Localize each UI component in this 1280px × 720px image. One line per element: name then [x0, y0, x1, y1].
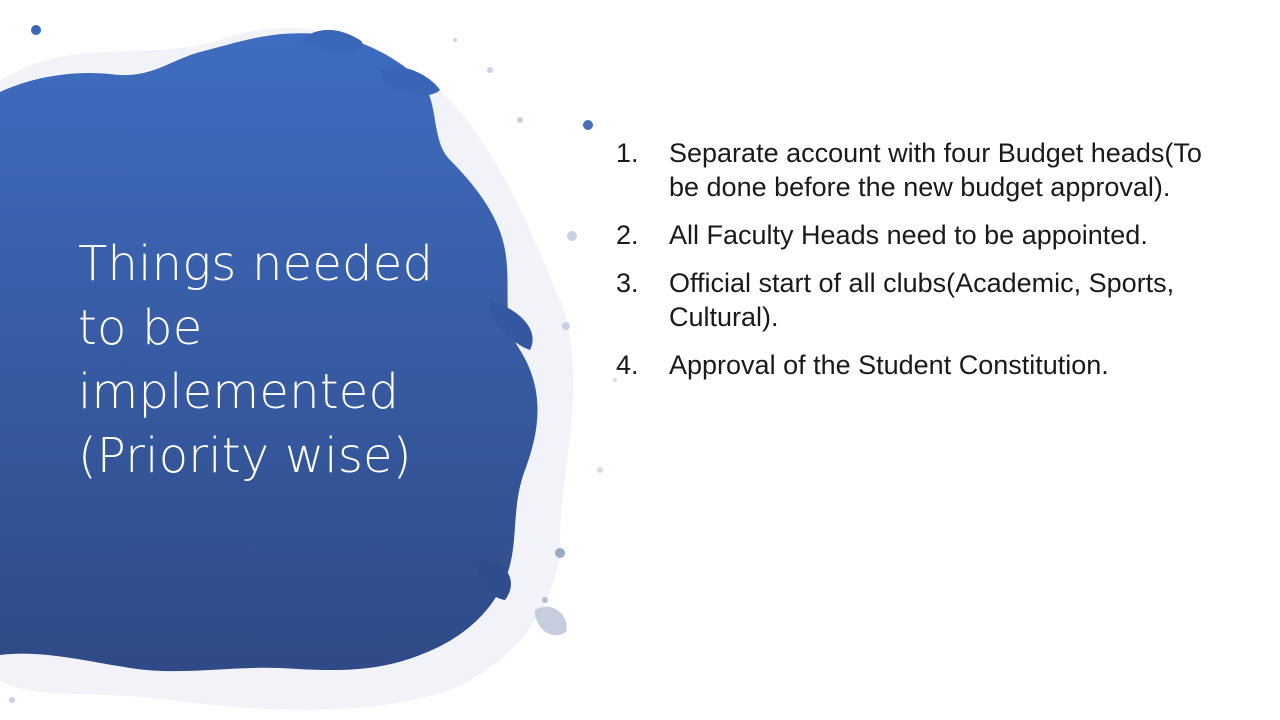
slide-title: Things needed to be implemented (Priorit…	[78, 236, 434, 484]
priority-list: 1. Separate account with four Budget hea…	[610, 136, 1230, 382]
list-item-text: Official start of all clubs(Academic, Sp…	[669, 268, 1175, 332]
list-item-number: 1.	[616, 138, 639, 168]
list-item-text: Approval of the Student Constitution.	[669, 350, 1109, 380]
list-item: 3. Official start of all clubs(Academic,…	[610, 266, 1230, 334]
list-item-text: All Faculty Heads need to be appointed.	[669, 220, 1148, 250]
list-item: 4. Approval of the Student Constitution.	[610, 348, 1230, 382]
list-item: 1. Separate account with four Budget hea…	[610, 136, 1230, 204]
list-item-number: 3.	[616, 268, 639, 298]
paint-splash-graphic	[0, 25, 617, 710]
slide-content: 1. Separate account with four Budget hea…	[610, 136, 1230, 396]
splash-main	[0, 33, 538, 672]
splash-dot	[31, 25, 41, 35]
list-item-text: Separate account with four Budget heads(…	[669, 138, 1202, 202]
list-item-number: 4.	[616, 350, 639, 380]
list-item: 2. All Faculty Heads need to be appointe…	[610, 218, 1230, 252]
list-item-number: 2.	[616, 220, 639, 250]
